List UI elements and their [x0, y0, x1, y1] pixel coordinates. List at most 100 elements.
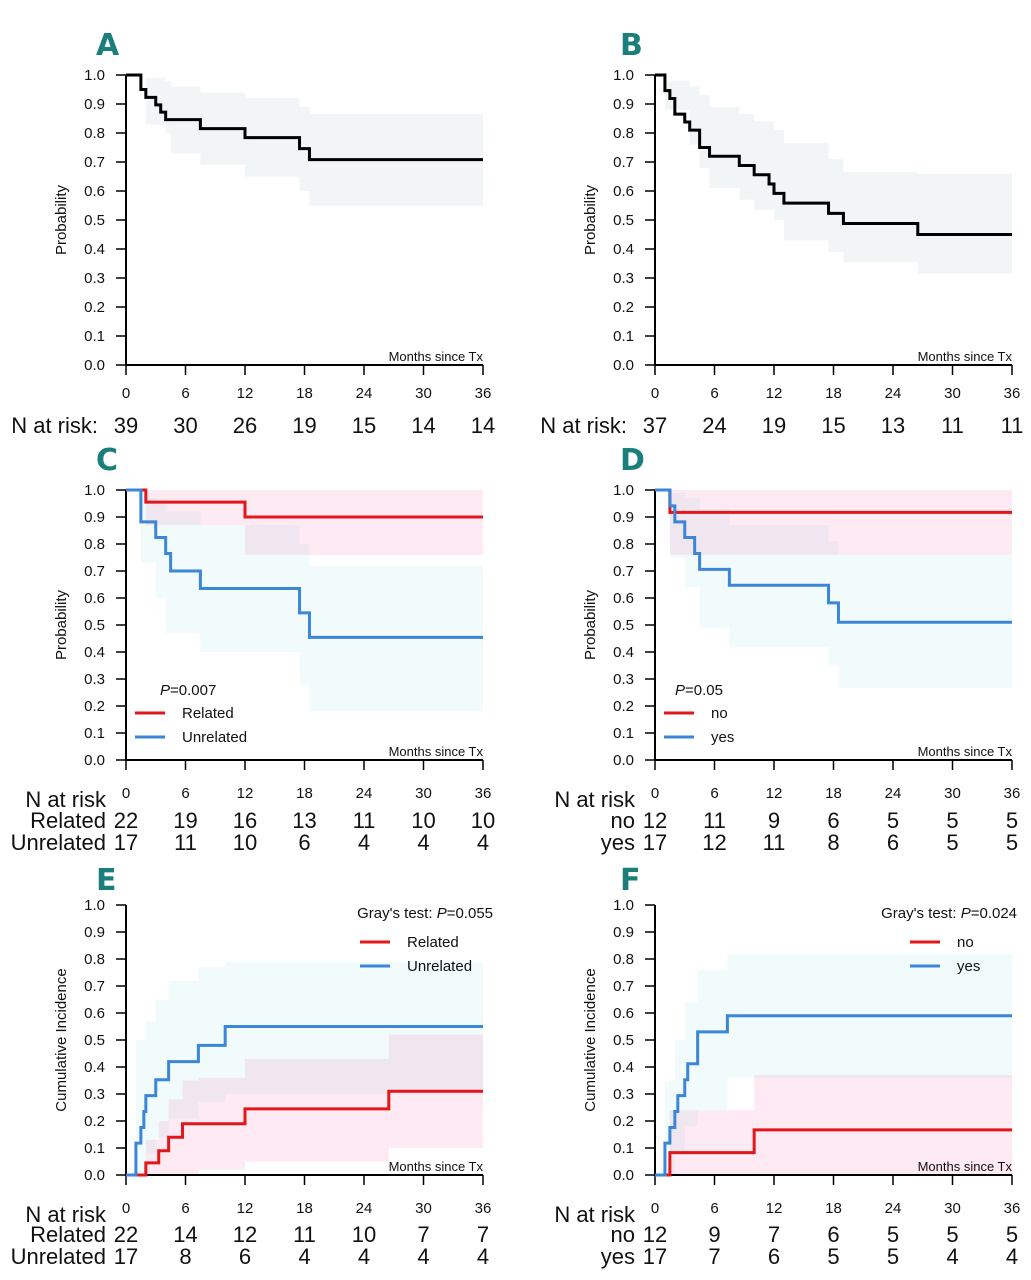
risk-value: 5 — [946, 830, 958, 855]
risk-value: 14 — [411, 413, 435, 438]
x-tick-label: 6 — [710, 785, 718, 802]
y-tick-label: 0.0 — [84, 357, 105, 374]
x-tick-label: 18 — [825, 385, 842, 402]
y-axis-label: Probability — [582, 184, 599, 255]
y-tick-label: 0.3 — [613, 270, 634, 287]
risk-value: 17 — [114, 830, 138, 855]
confidence-band-overall — [709, 106, 740, 189]
curve-no — [655, 1128, 1012, 1177]
risk-value: 4 — [946, 1244, 958, 1269]
p-value: =0.024 — [971, 905, 1017, 922]
y-tick-label: 0.7 — [613, 563, 634, 580]
x-tick-label: 6 — [710, 1200, 718, 1217]
y-tick-label: 0.5 — [613, 617, 634, 634]
risk-value: 9 — [708, 1222, 720, 1247]
legend-label-unrelated: Unrelated — [407, 958, 472, 975]
risk-value: 22 — [114, 808, 138, 833]
y-tick-label: 0.1 — [613, 328, 634, 345]
legend-label-yes: yes — [957, 958, 980, 975]
risk-title: N at risk: — [540, 413, 627, 438]
y-tick-label: 0.5 — [84, 617, 105, 634]
y-tick-label: 0.7 — [613, 978, 634, 995]
confidence-band-overall — [774, 130, 784, 220]
x-tick-label: 6 — [710, 385, 718, 402]
p-symbol: P — [675, 682, 685, 699]
risk-value: 11 — [703, 808, 726, 833]
risk-value: 24 — [702, 413, 726, 438]
x-tick-label: 36 — [475, 1200, 492, 1217]
y-tick-label: 0.4 — [613, 241, 634, 258]
y-tick-label: 0.1 — [613, 1140, 634, 1157]
curve-unrelated — [126, 488, 483, 639]
curve-related — [126, 488, 483, 519]
y-tick-label: 0.5 — [613, 212, 634, 229]
y-tick-label: 0.8 — [613, 536, 634, 553]
risk-value: 5 — [946, 808, 958, 833]
risk-row-label: no — [611, 808, 635, 833]
y-tick-label: 0.2 — [84, 698, 105, 715]
risk-value: 10 — [352, 1222, 376, 1247]
confidence-band-overall — [828, 159, 844, 252]
panel-f: F 0.0 0.1 0.2 0.3 0.4 0.5 0.6 0.7 0.8 0.9 1.0 0 6 12 18… — [554, 863, 1020, 1269]
risk-title: N at risk — [554, 1202, 636, 1227]
y-tick-label: 0.2 — [613, 1113, 634, 1130]
y-tick-label: 0.2 — [613, 299, 634, 316]
risk-value: 5 — [1006, 1222, 1018, 1247]
risk-value: 4 — [1006, 1244, 1018, 1269]
risk-row-label: yes — [601, 1244, 635, 1269]
p-value-annotation: P=0.007 — [160, 682, 216, 699]
risk-value: 11 — [763, 830, 786, 855]
risk-value: 11 — [353, 808, 376, 833]
panel-letter: D — [620, 443, 645, 478]
risk-value: 8 — [179, 1244, 191, 1269]
confidence-band-no — [754, 1075, 1012, 1175]
risk-value: 19 — [762, 413, 786, 438]
legend-label-no: no — [711, 705, 728, 722]
legend-label-no: no — [957, 934, 974, 951]
p-value-annotation: Gray's test: P=0.055 — [357, 905, 493, 922]
risk-value: 6 — [239, 1244, 251, 1269]
confidence-band-overall — [165, 80, 171, 133]
risk-value: 17 — [643, 830, 667, 855]
risk-value: 4 — [298, 1244, 310, 1269]
risk-row-label: no — [611, 1222, 635, 1247]
risk-row-label: Unrelated — [11, 830, 106, 855]
y-tick-label: 0.4 — [84, 241, 105, 258]
x-tick-label: 36 — [475, 385, 492, 402]
y-tick-label: 0.1 — [84, 725, 105, 742]
y-tick-label: 0.5 — [84, 212, 105, 229]
panel-c: C 0.0 0.1 0.2 0.3 0.4 0.5 0.6 0.7 0.8 0.9 1.0 0 6 12 18… — [11, 443, 496, 855]
risk-value: 7 — [768, 1222, 780, 1247]
risk-value: 17 — [643, 1244, 667, 1269]
y-tick-label: 1.0 — [84, 897, 105, 914]
risk-value: 11 — [941, 413, 964, 438]
risk-value: 5 — [1006, 830, 1018, 855]
risk-value: 12 — [643, 1222, 667, 1247]
x-tick-label: 24 — [885, 385, 902, 402]
y-axis-label: Cumulative Incidence — [582, 968, 599, 1111]
panel-b: B 0.0 0.1 0.2 0.3 0.4 0.5 0.6 0.7 0.8 0.9 1.0 0 6 12 18… — [540, 28, 1023, 438]
y-tick-label: 0.8 — [613, 951, 634, 968]
p-symbol: P — [961, 905, 971, 922]
risk-value: 12 — [233, 1222, 257, 1247]
confidence-band-unrelated — [145, 1021, 156, 1154]
risk-value: 14 — [173, 1222, 197, 1247]
panel-a: A 0.0 0.1 0.2 0.3 0.4 0.5 0.6 0.7 0.8 0.9 1.0 0 6 12 18… — [11, 28, 495, 438]
risk-value: 39 — [114, 413, 138, 438]
risk-value: 6 — [827, 808, 839, 833]
confidence-band-overall — [917, 173, 1012, 274]
legend-label-related: Related — [407, 934, 459, 951]
confidence-band-overall — [739, 114, 755, 200]
risk-value: 12 — [702, 830, 726, 855]
confidence-band-unrelated — [155, 500, 166, 598]
x-tick-label: 18 — [825, 1200, 842, 1217]
risk-value: 10 — [411, 808, 435, 833]
y-tick-label: 0.0 — [613, 752, 634, 769]
risk-value: 7 — [477, 1222, 489, 1247]
legend-label-related: Related — [182, 705, 234, 722]
x-tick-label: 18 — [296, 785, 313, 802]
y-tick-label: 0.6 — [613, 1005, 634, 1022]
y-tick-label: 0.2 — [613, 698, 634, 715]
y-tick-label: 0.4 — [84, 1059, 105, 1076]
